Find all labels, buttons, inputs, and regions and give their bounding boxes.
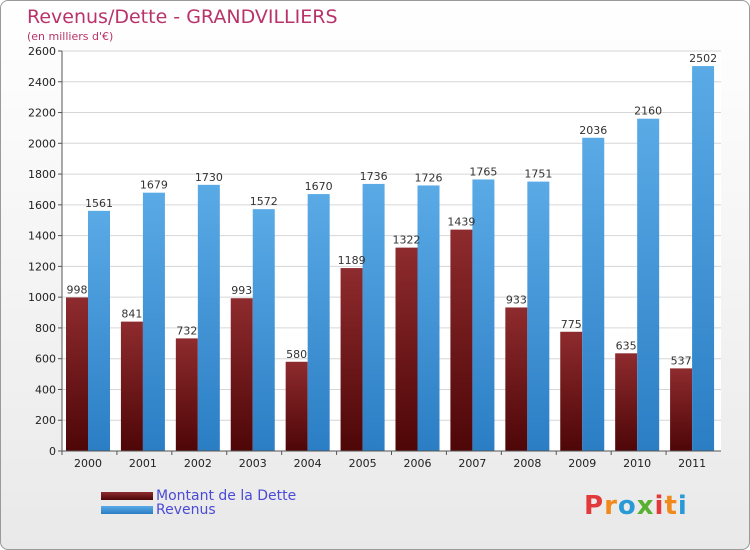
- x-tick-label: 2005: [349, 457, 377, 470]
- proxiti-logo: Proxiti: [584, 491, 688, 521]
- value-label-dette: 537: [671, 354, 692, 367]
- bar-revenus: [88, 210, 110, 451]
- bar-dette: [285, 361, 308, 451]
- bar-dette: [175, 338, 198, 451]
- x-tick-label: 2010: [623, 457, 651, 470]
- value-label-revenus: 1679: [140, 179, 168, 192]
- bar-revenus: [307, 194, 330, 452]
- bar-dette: [560, 331, 583, 451]
- bar-revenus: [692, 66, 715, 452]
- value-label-dette: 998: [67, 283, 88, 296]
- legend-swatch-dette: [101, 492, 153, 500]
- y-tick-label: 2200: [28, 107, 56, 120]
- bar-dette: [230, 298, 253, 451]
- value-label-revenus: 1726: [415, 171, 443, 184]
- bar-dette: [395, 247, 418, 451]
- legend-item-revenus: Revenus: [101, 502, 216, 518]
- value-label-revenus: 1561: [85, 197, 113, 210]
- bar-revenus: [637, 118, 660, 451]
- y-tick-label: 1200: [28, 260, 56, 273]
- plot-area: [62, 51, 721, 451]
- value-label-dette: 1189: [338, 254, 366, 267]
- value-label-revenus: 1765: [469, 165, 497, 178]
- y-tick-label: 800: [35, 322, 56, 335]
- value-label-revenus: 1751: [524, 168, 552, 181]
- x-tick-label: 2001: [129, 457, 157, 470]
- x-tick-label: 2006: [404, 457, 432, 470]
- legend-label-revenus: Revenus: [156, 502, 216, 518]
- x-tick-label: 2003: [239, 457, 267, 470]
- value-label-revenus: 2502: [689, 52, 717, 65]
- bar-revenus: [362, 183, 385, 451]
- bar-revenus: [472, 179, 495, 451]
- bar-dette: [450, 229, 473, 451]
- x-tick-label: 2008: [513, 457, 541, 470]
- y-tick-label: 600: [35, 353, 56, 366]
- y-tick-label: 1800: [28, 168, 56, 181]
- bar-revenus: [417, 185, 440, 451]
- logo-letter: t: [664, 491, 678, 521]
- x-tick-label: 2009: [568, 457, 596, 470]
- value-label-dette: 635: [616, 339, 637, 352]
- y-tick-label: 2400: [28, 76, 56, 89]
- logo-letter: x: [636, 491, 655, 521]
- x-tick-label: 2011: [678, 457, 706, 470]
- value-label-revenus: 1736: [360, 170, 388, 183]
- logo-letter: o: [617, 491, 637, 521]
- legend-label-dette: Montant de la Dette: [156, 488, 297, 504]
- y-tick-label: 400: [35, 383, 56, 396]
- value-label-dette: 775: [561, 318, 582, 331]
- bar-revenus: [582, 137, 605, 451]
- bar-dette: [340, 268, 363, 451]
- value-label-revenus: 2036: [579, 124, 607, 137]
- value-label-dette: 580: [286, 348, 307, 361]
- bar-revenus: [197, 184, 220, 451]
- value-label-dette: 933: [506, 293, 527, 306]
- value-label-dette: 1322: [393, 234, 421, 247]
- x-tick-label: 2000: [74, 457, 102, 470]
- y-tick-label: 200: [35, 414, 56, 427]
- y-tick-label: 1000: [28, 291, 56, 304]
- bar-dette: [66, 297, 88, 451]
- value-label-dette: 841: [121, 308, 142, 321]
- legend-item-dette: Montant de la Dette: [101, 488, 296, 504]
- y-tick-label: 1600: [28, 199, 56, 212]
- value-label-revenus: 1730: [195, 171, 223, 184]
- bar-revenus: [142, 192, 165, 451]
- chart-subtitle: (en milliers d'€): [27, 30, 114, 43]
- value-label-revenus: 1670: [305, 180, 333, 193]
- bar-dette: [120, 321, 143, 451]
- y-tick-label: 2600: [28, 45, 56, 58]
- value-label-revenus: 1572: [250, 195, 278, 208]
- bar-dette: [670, 368, 693, 451]
- value-label-revenus: 2160: [634, 105, 662, 118]
- bar-revenus: [252, 209, 275, 451]
- logo-letter: P: [584, 491, 605, 521]
- chart-title: Revenus/Dette - GRANDVILLIERS: [27, 6, 338, 28]
- value-label-dette: 993: [231, 284, 252, 297]
- logo-letter: i: [654, 491, 665, 521]
- x-tick-label: 2002: [184, 457, 212, 470]
- bar-revenus: [527, 181, 550, 451]
- y-tick-label: 2000: [28, 137, 56, 150]
- x-tick-label: 2004: [294, 457, 322, 470]
- x-tick-label: 2007: [458, 457, 486, 470]
- logo-letter: r: [604, 491, 618, 521]
- bar-dette: [505, 307, 528, 451]
- legend-swatch-revenus: [101, 506, 153, 514]
- logo-letter: i: [677, 491, 688, 521]
- value-label-dette: 1439: [447, 216, 475, 229]
- y-tick-label: 1400: [28, 230, 56, 243]
- bar-dette: [615, 353, 638, 451]
- value-label-dette: 732: [176, 324, 197, 337]
- y-tick-label: 0: [49, 445, 56, 458]
